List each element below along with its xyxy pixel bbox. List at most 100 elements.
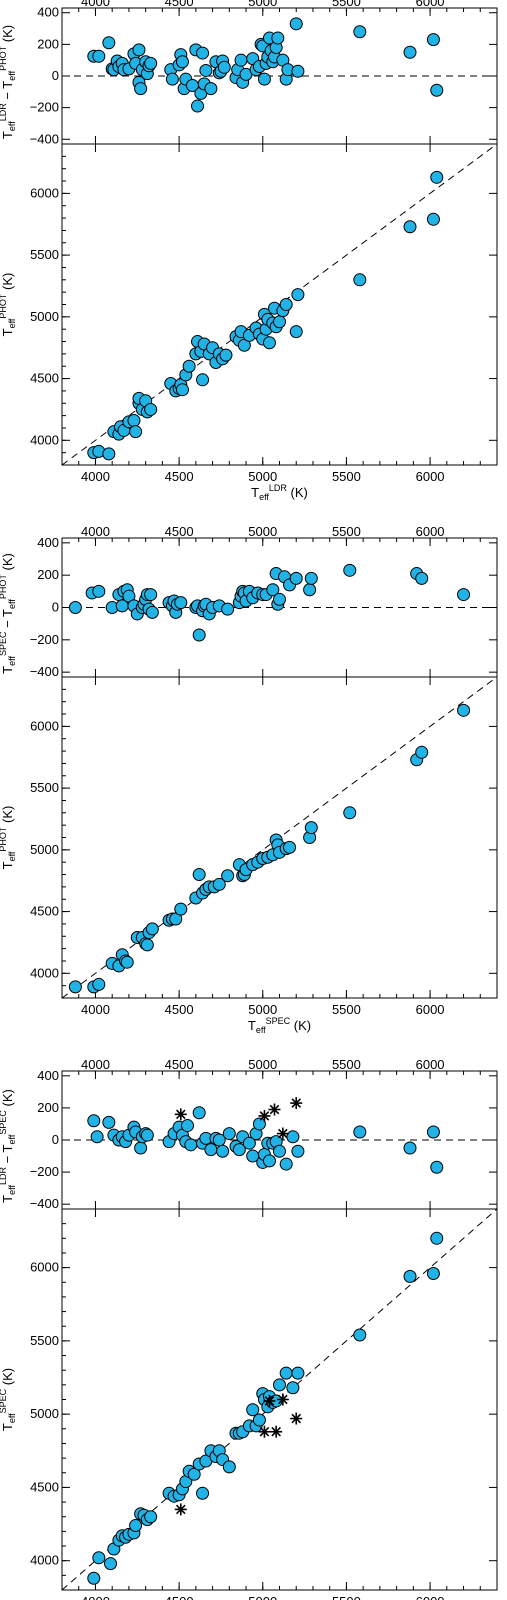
main-y-tick-label: 4500 [30, 371, 59, 386]
residual-point [234, 53, 248, 67]
residual-point [134, 1141, 148, 1155]
residual-y-axis-title-part-0: T [0, 666, 15, 674]
data-point [291, 1366, 305, 1380]
residual-y-tick-label: 200 [37, 567, 59, 582]
x-tick-label-bottom: 4000 [81, 1002, 110, 1017]
data-point [104, 1557, 118, 1571]
data-point [212, 877, 226, 891]
residual-point [257, 72, 271, 86]
x-tick-label-bottom: 5500 [332, 1002, 361, 1017]
x-tick-label-top: 6000 [416, 524, 445, 539]
x-tick-label-top: 6000 [416, 0, 445, 9]
x-tick-label-top: 4000 [81, 0, 110, 9]
data-point [273, 1378, 286, 1392]
main-y-axis-title-main: T [0, 1423, 15, 1431]
star-point-stroke [175, 1504, 186, 1515]
residual-star-point [258, 1109, 271, 1122]
residual-point [191, 99, 205, 113]
residual-point [145, 605, 159, 619]
data-point [252, 1413, 266, 1427]
main-y-axis-title-sup: PHOT [0, 293, 8, 319]
residual-point [144, 588, 158, 602]
data-point [304, 821, 318, 835]
residual-point [353, 25, 367, 39]
residual-point [140, 1128, 154, 1142]
x-tick-label-bottom: 5000 [248, 469, 277, 484]
data-point [426, 1266, 440, 1280]
residual-y-axis-title: TeffSPEC − TeffPHOT (K) [0, 553, 17, 674]
residual-point [430, 83, 444, 97]
residual-y-tick-label: −400 [30, 1196, 59, 1211]
residual-star-point [276, 1127, 289, 1140]
residual-point [242, 1136, 256, 1150]
main-y-axis-title-sub: eff [7, 851, 17, 861]
x-axis-title-unit: (K) [287, 485, 308, 500]
residual-y-axis-title-part-5: eff [7, 599, 17, 609]
data-point [289, 325, 303, 339]
main-y-tick-label: 5000 [30, 1406, 59, 1421]
data-point [187, 1467, 201, 1481]
main-y-tick-label: 5000 [30, 842, 59, 857]
main-y-axis-title-main: T [0, 861, 15, 869]
residual-star-point-stroke [175, 1109, 186, 1120]
residual-point [204, 1143, 218, 1157]
star-point-stroke [271, 1426, 281, 1437]
residual-point [192, 1106, 206, 1120]
data-point [403, 1269, 417, 1283]
residual-point [291, 64, 305, 78]
residual-y-axis-title: TeffLDR − TeffSPEC (K) [0, 1089, 17, 1203]
data-point [403, 220, 417, 234]
residual-point [90, 1130, 104, 1144]
residual-y-tick-label: −400 [30, 131, 59, 146]
x-tick-label-bottom: 4500 [165, 1594, 194, 1600]
main-y-tick-label: 4500 [30, 1479, 59, 1494]
residual-y-axis-title-part-6: SPEC [0, 1110, 8, 1135]
residual-point [217, 60, 231, 74]
residual-point [199, 63, 213, 77]
data-point [279, 298, 293, 311]
data-point [219, 348, 233, 362]
residual-y-tick-label: −400 [30, 664, 59, 679]
chart-panel-1: 4000400045004500500050005500550060006000… [0, 0, 498, 502]
x-tick-label-bottom: 4500 [165, 469, 194, 484]
residual-point [192, 628, 206, 642]
residual-point [174, 596, 188, 610]
residual-point [92, 584, 106, 598]
residual-y-axis-title-part-3: − [0, 1152, 15, 1167]
main-y-tick-label: 5000 [30, 309, 59, 324]
x-tick-label-bottom: 5500 [332, 469, 361, 484]
residual-point [273, 1144, 286, 1158]
x-tick-label-bottom: 6000 [416, 469, 445, 484]
residual-y-axis-title-part-3: − [0, 617, 15, 632]
residual-y-tick-label: 400 [37, 1068, 59, 1083]
residual-star-point-stroke [269, 1104, 280, 1115]
residual-point [165, 72, 179, 86]
residual-point [87, 1114, 101, 1128]
data-point [286, 1381, 300, 1395]
x-tick-label-bottom: 4000 [81, 1594, 110, 1600]
star-point [290, 1412, 303, 1425]
data-point [129, 425, 143, 439]
star-point [174, 1503, 187, 1516]
residual-y-axis-title-part-7: (K) [0, 553, 15, 574]
data-point [144, 402, 158, 416]
x-axis-title-sup: SPEC [266, 1016, 291, 1026]
residual-point [221, 602, 235, 616]
x-tick-label-top: 5500 [332, 1057, 361, 1072]
star-point [263, 1394, 276, 1407]
data-point [415, 745, 429, 759]
main-y-tick-label: 5500 [30, 247, 59, 262]
main-y-axis-title-sub: eff [7, 318, 17, 328]
residual-y-axis-title-part-2: LDR [0, 1167, 8, 1186]
data-point [182, 359, 196, 373]
residual-point [273, 592, 286, 606]
residual-y-tick-label: 0 [52, 68, 59, 83]
main-y-axis-title: TeffPHOT (K) [0, 273, 17, 337]
residual-y-tick-label: −200 [30, 632, 59, 647]
main-y-axis-title-unit: (K) [0, 273, 15, 294]
data-point [192, 868, 206, 882]
main-y-tick-label: 6000 [30, 1260, 59, 1275]
data-point [426, 212, 440, 226]
residual-y-axis-title-part-0: T [0, 131, 15, 139]
